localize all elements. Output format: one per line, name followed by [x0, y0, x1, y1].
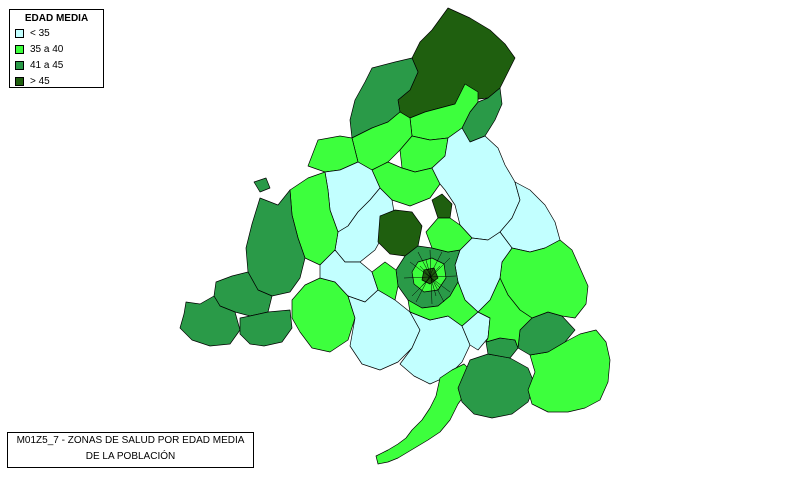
- caption-line-1: M01Z5_7 - ZONAS DE SALUD POR EDAD MEDIA: [16, 435, 245, 446]
- legend-item-gt45: > 45: [10, 73, 103, 89]
- zone-center-green-c[interactable]: [407, 281, 479, 327]
- legend-label-lt35: < 35: [30, 27, 50, 39]
- zone-east-c[interactable]: [477, 277, 533, 349]
- zone-northwest-small[interactable]: [253, 177, 271, 193]
- legend-item-35-40: 35 a 40: [10, 41, 103, 57]
- legend-swatch-lt35: [15, 28, 24, 38]
- map-caption: M01Z5_7 - ZONAS DE SALUD POR EDAD MEDIA …: [7, 432, 254, 468]
- city-zone-lines: [403, 249, 457, 305]
- zone-far-west-d[interactable]: [239, 309, 293, 347]
- legend-label-35-40: 35 a 40: [30, 43, 64, 55]
- zone-far-west-a[interactable]: [245, 189, 306, 297]
- zone-center-gt45-b[interactable]: [431, 193, 453, 219]
- zone-southeast-a[interactable]: [527, 329, 611, 413]
- zone-center-green-a[interactable]: [425, 217, 473, 253]
- legend-swatch-41-45: [15, 60, 24, 70]
- legend-swatch-35-40: [15, 44, 24, 54]
- legend-item-41-45: 41 a 45: [10, 57, 103, 73]
- zone-southwest-a[interactable]: [291, 277, 356, 353]
- zone-far-west-c[interactable]: [179, 295, 241, 347]
- zone-south-41-45[interactable]: [457, 353, 536, 419]
- caption-line-2: DE LA POBLACIÓN: [85, 451, 176, 462]
- zone-center-green-b[interactable]: [371, 261, 399, 301]
- legend-label-41-45: 41 a 45: [30, 59, 64, 71]
- legend-label-gt45: > 45: [30, 75, 50, 87]
- map-legend: EDAD MEDIA < 35 35 a 40 41 a 45 > 45: [9, 9, 104, 88]
- legend-swatch-gt45: [15, 76, 24, 86]
- legend-item-lt35: < 35: [10, 25, 103, 41]
- legend-title: EDAD MEDIA: [24, 13, 89, 24]
